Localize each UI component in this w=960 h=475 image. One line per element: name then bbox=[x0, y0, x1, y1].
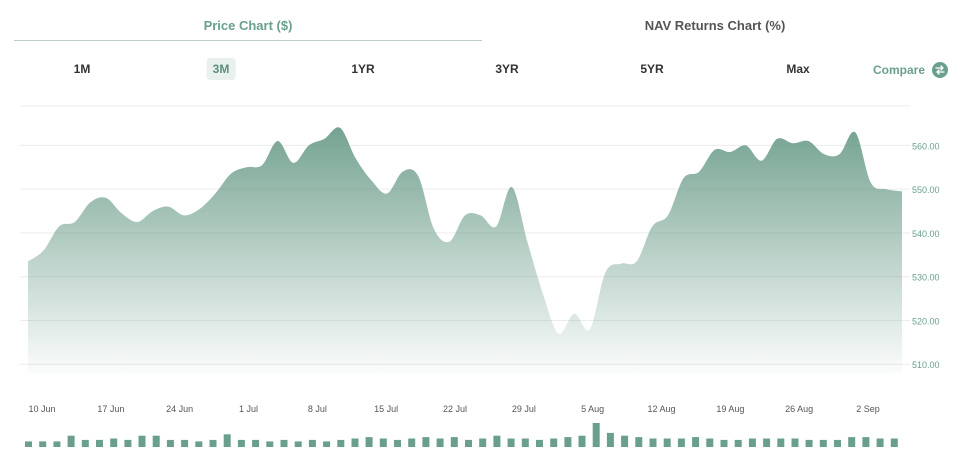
range-3m-button[interactable]: 3M bbox=[206, 58, 236, 80]
volume-bar bbox=[862, 437, 870, 447]
x-tick-label: 26 Aug bbox=[785, 404, 813, 414]
volume-bar bbox=[791, 438, 799, 447]
volume-bar bbox=[181, 439, 189, 447]
y-axis-labels: 510.00 520.00 530.00 540.00 550.00 560.00 bbox=[912, 141, 940, 370]
volume-bar bbox=[734, 439, 742, 447]
volume-bar bbox=[692, 437, 700, 447]
volume-bar bbox=[209, 439, 217, 447]
volume-bar bbox=[819, 439, 827, 447]
volume-bar bbox=[493, 435, 501, 447]
volume-bar bbox=[252, 439, 260, 447]
volume-bar bbox=[408, 438, 416, 447]
time-range-selector: 1M 3M 1YR 3YR 5YR Max bbox=[0, 58, 960, 82]
volume-bar bbox=[663, 438, 671, 447]
volume-bar bbox=[450, 437, 458, 447]
volume-bar bbox=[152, 435, 160, 447]
volume-bar bbox=[550, 438, 558, 447]
volume-bar bbox=[592, 423, 600, 447]
volume-bar bbox=[308, 439, 316, 447]
volume-bar bbox=[81, 439, 89, 447]
tab-price-chart[interactable]: Price Chart ($) bbox=[14, 0, 482, 41]
volume-bar bbox=[96, 439, 103, 447]
x-tick-label: 17 Jun bbox=[97, 404, 124, 414]
y-tick-label: 540.00 bbox=[912, 229, 940, 239]
volume-bar bbox=[777, 438, 785, 447]
volume-bar bbox=[266, 441, 274, 447]
compare-button[interactable]: Compare bbox=[873, 59, 948, 81]
volume-bar bbox=[606, 432, 614, 447]
range-max-button[interactable]: Max bbox=[786, 62, 810, 76]
x-tick-label: 12 Aug bbox=[647, 404, 675, 414]
volume-bar bbox=[848, 437, 856, 447]
volume-bar bbox=[706, 438, 714, 447]
volume-bar bbox=[465, 439, 472, 447]
x-tick-label: 8 Jul bbox=[308, 404, 327, 414]
volume-bar bbox=[166, 439, 174, 447]
compare-label: Compare bbox=[872, 63, 925, 77]
x-tick-label: 22 Jul bbox=[443, 404, 467, 414]
volume-bar bbox=[365, 437, 373, 447]
y-tick-label: 550.00 bbox=[912, 185, 940, 195]
x-tick-label: 2 Sep bbox=[856, 404, 880, 414]
volume-bar bbox=[436, 438, 444, 447]
volume-bar bbox=[621, 435, 629, 447]
volume-bar bbox=[578, 435, 586, 447]
x-tick-label: 5 Aug bbox=[581, 404, 604, 414]
volume-bar bbox=[223, 434, 231, 447]
volume-bar bbox=[25, 441, 32, 447]
volume-bar bbox=[677, 438, 685, 447]
compare-arrows-icon bbox=[932, 62, 948, 78]
volume-bar bbox=[422, 437, 430, 447]
volume-bar bbox=[649, 438, 657, 447]
volume-bar bbox=[805, 439, 813, 447]
x-tick-label: 10 Jun bbox=[28, 404, 55, 414]
volume-bar bbox=[536, 439, 543, 447]
volume-bars bbox=[25, 423, 898, 447]
volume-bar bbox=[237, 439, 245, 447]
volume-bar bbox=[53, 441, 61, 447]
volume-bar bbox=[521, 438, 529, 447]
volume-bar bbox=[876, 438, 884, 447]
x-tick-label: 24 Jun bbox=[166, 404, 193, 414]
y-tick-label: 520.00 bbox=[912, 316, 940, 326]
volume-bar bbox=[67, 435, 75, 447]
volume-bar bbox=[720, 439, 728, 447]
volume-bar bbox=[351, 438, 359, 447]
range-5yr-button[interactable]: 5YR bbox=[640, 62, 664, 76]
range-1m-button[interactable]: 1M bbox=[73, 62, 91, 76]
volume-bar bbox=[195, 441, 203, 447]
x-tick-label: 15 Jul bbox=[374, 404, 398, 414]
volume-bar bbox=[124, 439, 132, 447]
volume-bar bbox=[748, 438, 756, 447]
x-tick-label: 1 Jul bbox=[239, 404, 258, 414]
x-axis-labels: 10 Jun 17 Jun 24 Jun 1 Jul 8 Jul 15 Jul 22 Jul… bbox=[28, 404, 879, 414]
chart-tabs: Price Chart ($) NAV Returns Chart (%) bbox=[14, 0, 948, 42]
volume-bar bbox=[763, 438, 771, 447]
price-area-series bbox=[28, 127, 902, 373]
volume-bar bbox=[294, 441, 302, 447]
volume-bar bbox=[394, 439, 401, 447]
volume-bar bbox=[834, 439, 841, 447]
y-tick-label: 560.00 bbox=[912, 141, 940, 151]
x-tick-label: 29 Jul bbox=[512, 404, 536, 414]
volume-bar bbox=[507, 438, 515, 447]
volume-bar bbox=[110, 438, 118, 447]
range-3yr-button[interactable]: 3YR bbox=[495, 62, 519, 76]
volume-bar bbox=[479, 438, 487, 447]
volume-bar bbox=[564, 437, 572, 447]
volume-bar bbox=[635, 437, 643, 447]
volume-bar bbox=[280, 439, 288, 447]
volume-bar bbox=[337, 439, 345, 447]
volume-bar bbox=[138, 435, 146, 447]
volume-bar bbox=[890, 438, 898, 447]
y-tick-label: 530.00 bbox=[912, 273, 940, 283]
volume-bar bbox=[379, 438, 387, 447]
tab-nav-returns-chart[interactable]: NAV Returns Chart (%) bbox=[644, 18, 786, 33]
volume-bar bbox=[39, 441, 47, 447]
volume-bar bbox=[323, 441, 331, 447]
y-tick-label: 510.00 bbox=[912, 360, 940, 370]
range-1yr-button[interactable]: 1YR bbox=[351, 62, 375, 76]
x-tick-label: 19 Aug bbox=[716, 404, 744, 414]
